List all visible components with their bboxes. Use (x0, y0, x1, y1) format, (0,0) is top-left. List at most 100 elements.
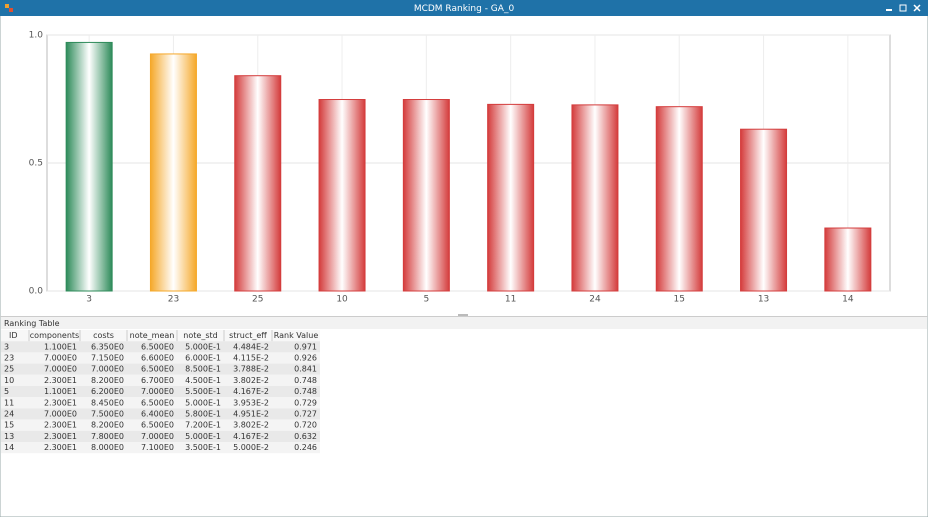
table-cell: 7.200E-1 (185, 421, 221, 430)
table-cell: 6.500E0 (141, 421, 174, 430)
x-tick-label: 15 (674, 295, 685, 305)
table-cell: 1.100E1 (44, 342, 77, 351)
minimize-button[interactable] (886, 9, 892, 11)
table-cell: 15 (4, 421, 14, 430)
y-tick-label: 0.5 (29, 159, 43, 169)
x-tick-label: 3 (86, 295, 92, 305)
bar (65, 41, 113, 292)
table-cell: 10 (4, 376, 14, 385)
app-icon (5, 4, 9, 8)
table-cell: 8.200E0 (91, 421, 124, 430)
table-cell: 4.167E-2 (233, 387, 269, 396)
table-cell: 7.000E0 (44, 365, 77, 374)
table-row (1, 386, 320, 398)
table-cell: 8.200E0 (91, 376, 124, 385)
table-cell: 14 (4, 443, 14, 452)
splitter-handle[interactable] (458, 314, 468, 316)
table-cell: 7.500E0 (91, 410, 124, 419)
table-cell: 5.000E-1 (185, 432, 221, 441)
splitter (0, 316, 928, 317)
table-cell: 2.300E1 (44, 432, 77, 441)
table-cell: 5 (4, 387, 9, 396)
table-row (1, 397, 320, 409)
table-cell: 0.246 (294, 443, 317, 452)
table-cell: 4.500E-1 (185, 376, 221, 385)
chart: 0.0 0.5 1.0 3 23 25 10 5 11 24 15 13 14 (29, 31, 890, 305)
table-cell: 24 (4, 410, 14, 419)
table-cell: 6.500E0 (141, 365, 174, 374)
table-cell: 7.000E0 (141, 387, 174, 396)
table-cell: 0.748 (294, 376, 317, 385)
table-cell: 2.300E1 (44, 398, 77, 407)
table-header-bg (1, 330, 320, 342)
x-tick-label: 23 (168, 295, 179, 305)
table-cell: 5.000E-1 (185, 398, 221, 407)
table-cell: 7.100E0 (141, 443, 174, 452)
table-cell: 2.300E1 (44, 443, 77, 452)
bar (824, 227, 872, 292)
table-row (1, 374, 320, 386)
x-tick-label: 14 (842, 295, 854, 305)
table-cell: 5.000E-1 (185, 342, 221, 351)
table-cell: 4.167E-2 (233, 432, 269, 441)
bar (318, 99, 366, 292)
table-cell: 11 (4, 398, 14, 407)
table-cell: 7.800E0 (91, 432, 124, 441)
table-cell: 6.500E0 (141, 398, 174, 407)
table-cell: 7.150E0 (91, 354, 124, 363)
x-tick-label: 25 (252, 295, 263, 305)
column-header: Rank Value (274, 331, 319, 340)
ranking-table: ID components costs note_mean note_std struct… (1, 330, 320, 454)
bar (571, 104, 619, 292)
table-cell: 8.000E0 (91, 443, 124, 452)
table-row (1, 408, 320, 420)
table-cell: 3.953E-2 (233, 398, 269, 407)
x-tick-label: 24 (589, 295, 601, 305)
bar (234, 75, 282, 292)
table-cell: 3 (4, 342, 9, 351)
y-tick-label: 0.0 (29, 287, 44, 297)
table-cell: 0.727 (294, 410, 317, 419)
x-tick-label: 11 (505, 295, 516, 305)
table-cell: 6.700E0 (141, 376, 174, 385)
restore-button[interactable] (899, 4, 907, 12)
column-header: struct_eff (229, 331, 267, 340)
table-cell: 4.951E-2 (233, 410, 269, 419)
table-caption: Ranking Table (4, 319, 60, 328)
column-header: components (30, 331, 79, 340)
table-cell: 13 (4, 432, 14, 441)
bar (740, 128, 788, 292)
table-cell: 0.926 (294, 354, 317, 363)
column-header: ID (9, 331, 18, 340)
table-cell: 1.100E1 (44, 387, 77, 396)
y-tick-label: 1.0 (29, 31, 44, 41)
table-cell: 5.000E-2 (233, 443, 269, 452)
x-tick-label: 5 (423, 295, 429, 305)
table-cell: 0.632 (294, 432, 317, 441)
table-row (1, 341, 320, 353)
table-cell: 5.500E-1 (185, 387, 221, 396)
table-cell: 7.000E0 (44, 354, 77, 363)
title-bar (0, 0, 928, 16)
table-cell: 0.971 (294, 342, 317, 351)
table-cell: 6.500E0 (141, 342, 174, 351)
table-row (1, 442, 320, 454)
table-cell: 8.500E-1 (185, 365, 221, 374)
bar (487, 103, 535, 292)
x-tick-label: 13 (758, 295, 769, 305)
table-cell: 3.500E-1 (185, 443, 221, 452)
table-cell: 6.200E0 (91, 387, 124, 396)
close-button[interactable] (913, 4, 921, 12)
app-icon-part (9, 8, 13, 12)
bar (402, 99, 450, 292)
table-cell: 6.000E-1 (185, 354, 221, 363)
table-cell: 3.802E-2 (233, 421, 269, 430)
x-tick-label: 10 (336, 295, 348, 305)
table-cell: 7.000E0 (91, 365, 124, 374)
table-cell: 5.800E-1 (185, 410, 221, 419)
bar (149, 53, 197, 292)
table-row (1, 430, 320, 442)
table-cell: 3.788E-2 (233, 365, 269, 374)
table-cell: 4.484E-2 (233, 342, 269, 351)
table-cell: 6.400E0 (141, 410, 174, 419)
